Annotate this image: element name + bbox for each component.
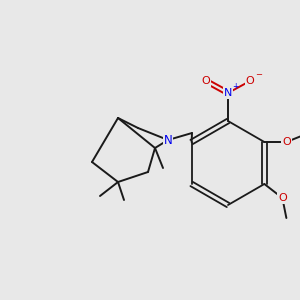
Text: N: N xyxy=(224,88,232,98)
Text: +: + xyxy=(232,82,239,91)
Text: −: − xyxy=(256,70,262,80)
Text: N: N xyxy=(224,88,232,98)
Text: O: O xyxy=(282,137,291,147)
Text: O: O xyxy=(246,76,254,86)
Text: O: O xyxy=(202,76,210,86)
Text: N: N xyxy=(164,134,172,146)
Text: O: O xyxy=(278,193,287,203)
